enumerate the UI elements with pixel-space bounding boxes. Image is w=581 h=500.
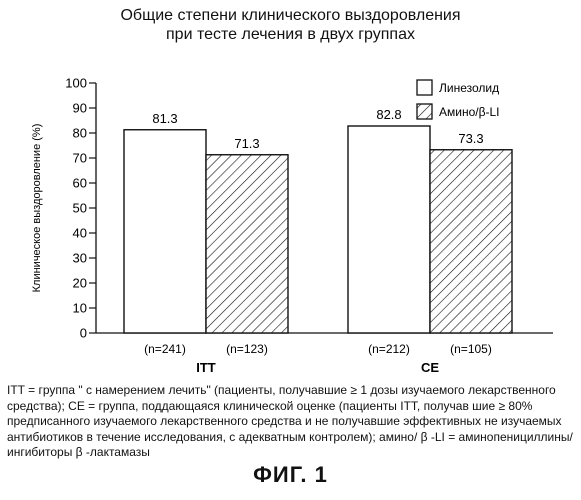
bar-ce-hatched [430,150,512,333]
figure-label: ФИГ. 1 [0,462,581,488]
bar-ce-plain [348,126,430,333]
y-tick-label: 100 [65,76,87,91]
y-tick-label: 60 [73,176,87,191]
bar-value-label: 71.3 [234,136,259,151]
bar-itt-plain [124,130,206,333]
legend-swatch-hatched [417,104,432,119]
bar-value-label: 81.3 [152,111,177,126]
bar-itt-hatched [206,155,288,333]
category-label: ITT [196,360,216,375]
y-tick-label: 0 [80,326,87,341]
bar-value-label: 73.3 [458,131,483,146]
n-label: (n=241) [144,342,186,356]
y-tick-label: 20 [73,276,87,291]
y-tick-label: 70 [73,151,87,166]
y-tick-label: 50 [73,201,87,216]
legend-label-plain: Линезолид [439,81,499,95]
y-tick-label: 30 [73,251,87,266]
legend-label-hatched: Амино/β-LI [439,105,500,119]
bar-chart: 0 10 20 30 40 50 60 70 80 90 100 81.3 (n=241) 71.3 (n… [0,0,581,380]
y-tick-label: 90 [73,101,87,116]
category-label: CE [421,360,439,375]
legend-swatch-plain [417,80,432,95]
n-label: (n=212) [368,342,410,356]
n-label: (n=123) [226,342,268,356]
n-label: (n=105) [450,342,492,356]
y-tick-label: 10 [73,301,87,316]
y-axis-label: Клиническое выздоровление (%) [31,124,43,293]
y-tick-label: 80 [73,126,87,141]
bars: 81.3 (n=241) 71.3 (n=123) ITT 82.8 (n=212) 73.3… [124,107,512,375]
footnote: ITT = группа " с намерением лечить" (пац… [7,383,577,461]
bar-value-label: 82.8 [376,107,401,122]
y-tick-label: 40 [73,226,87,241]
legend: Линезолид Амино/β-LI [417,80,500,119]
